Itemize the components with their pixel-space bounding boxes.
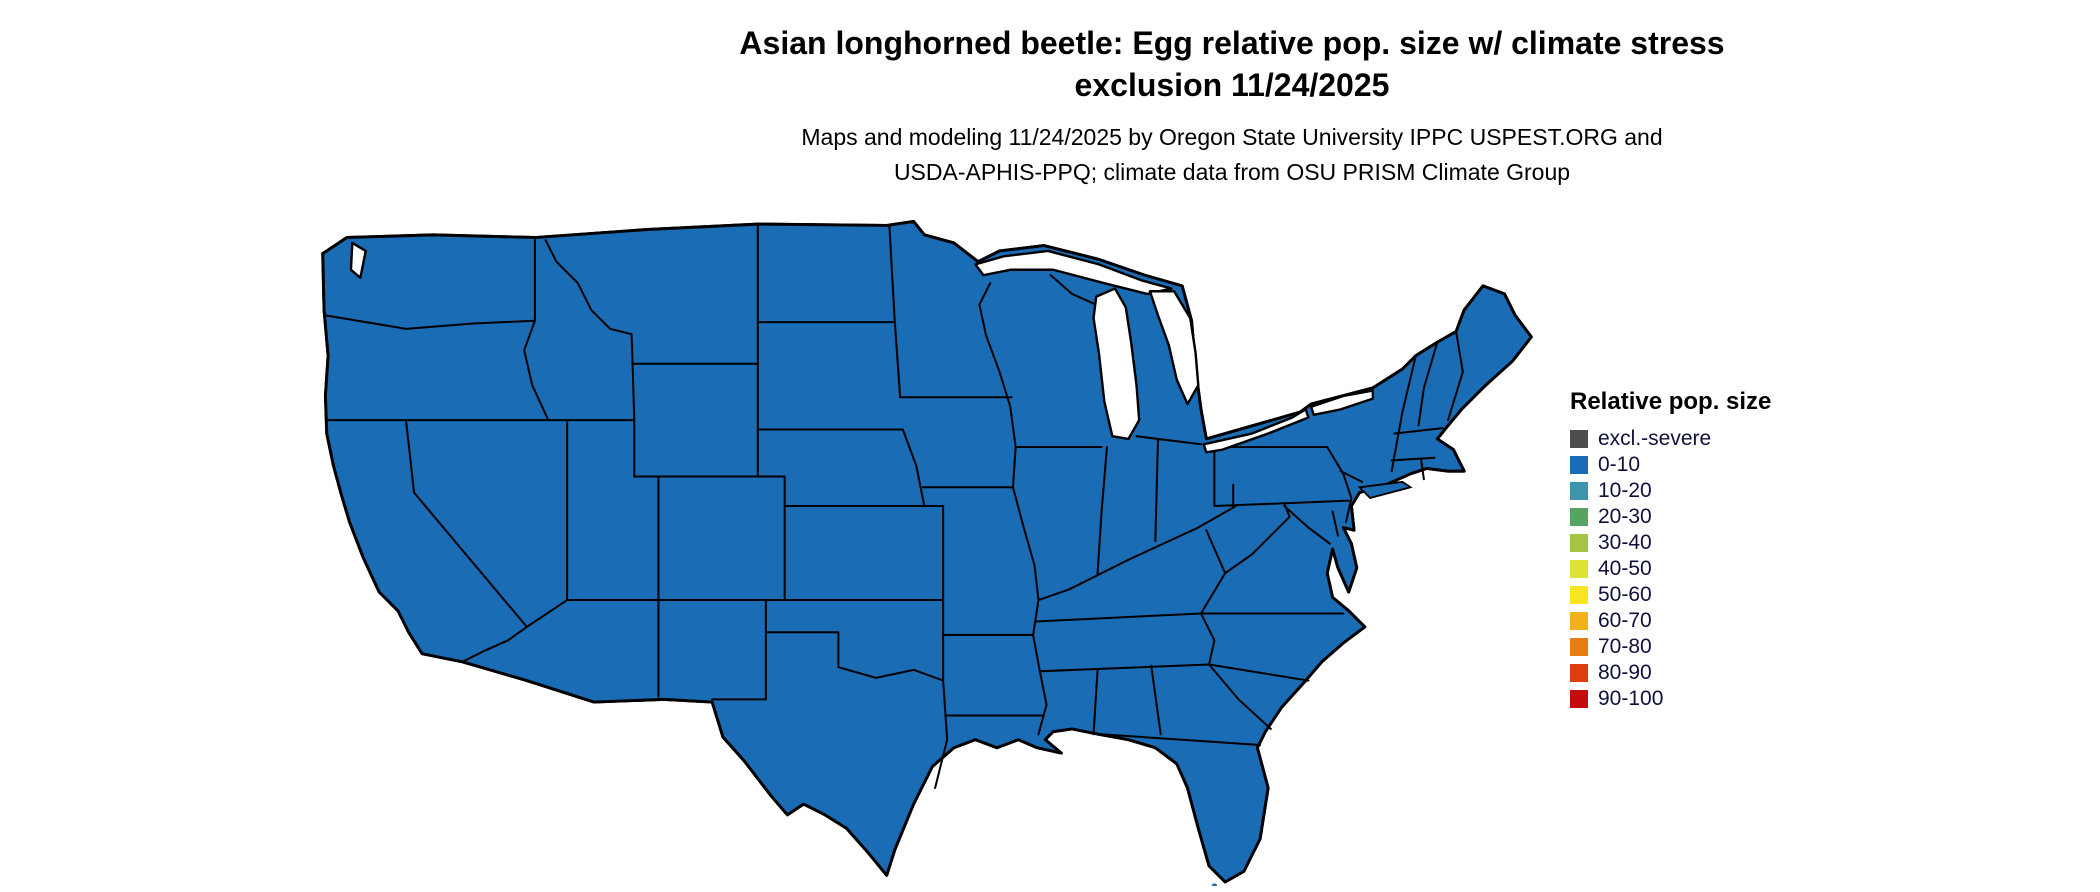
legend-swatch [1570,664,1588,682]
title-line-1: Asian longhorned beetle: Egg relative po… [739,25,1725,61]
legend-swatch [1570,690,1588,708]
legend-item: 20-30 [1570,504,1830,530]
puget-sound [349,241,367,280]
subtitle-line-2: USDA-APHIS-PPQ; climate data from OSU PR… [893,159,1571,185]
legend-swatch [1570,534,1588,552]
legend-swatch [1570,560,1588,578]
long-island [1357,480,1413,500]
legend-item: 60-70 [1570,608,1830,634]
legend-swatch [1570,612,1588,630]
lake-ontario [1309,389,1375,416]
legend-item: 90-100 [1570,686,1830,712]
legend-item: 10-20 [1570,478,1830,504]
legend: Relative pop. size excl.-severe 0-10 10-… [1570,388,1830,712]
legend-title: Relative pop. size [1570,388,1772,415]
legend-swatch [1570,508,1588,526]
lake-michigan [1092,287,1141,441]
legend-item: 50-60 [1570,582,1830,608]
legend-item: 70-80 [1570,634,1830,660]
legend-item: 30-40 [1570,530,1830,556]
title-line-2: exclusion 11/24/2025 [1074,67,1390,103]
page-title: Asian longhorned beetle: Egg relative po… [432,22,2032,106]
state-borders-east [899,274,1464,747]
us-map-svg [321,219,1533,886]
legend-item: 40-50 [1570,556,1830,582]
subtitle-line-1: Maps and modeling 11/24/2025 by Oregon S… [801,124,1663,150]
page-subtitle: Maps and modeling 11/24/2025 by Oregon S… [432,120,2032,190]
us-map [312,208,1534,886]
legend-item: 80-90 [1570,660,1830,686]
lake-huron [1148,290,1200,406]
florida-keys [1211,883,1218,886]
legend-item: 0-10 [1570,452,1830,478]
legend-swatch [1570,456,1588,474]
legend-item: excl.-severe [1570,426,1830,452]
lake-erie [1202,408,1310,454]
legend-swatch [1570,586,1588,604]
legend-swatch [1570,482,1588,500]
legend-swatch [1570,638,1588,656]
legend-swatch [1570,430,1588,448]
national-border [321,219,1533,884]
state-borders-west [324,223,949,789]
great-lakes [349,241,1375,454]
